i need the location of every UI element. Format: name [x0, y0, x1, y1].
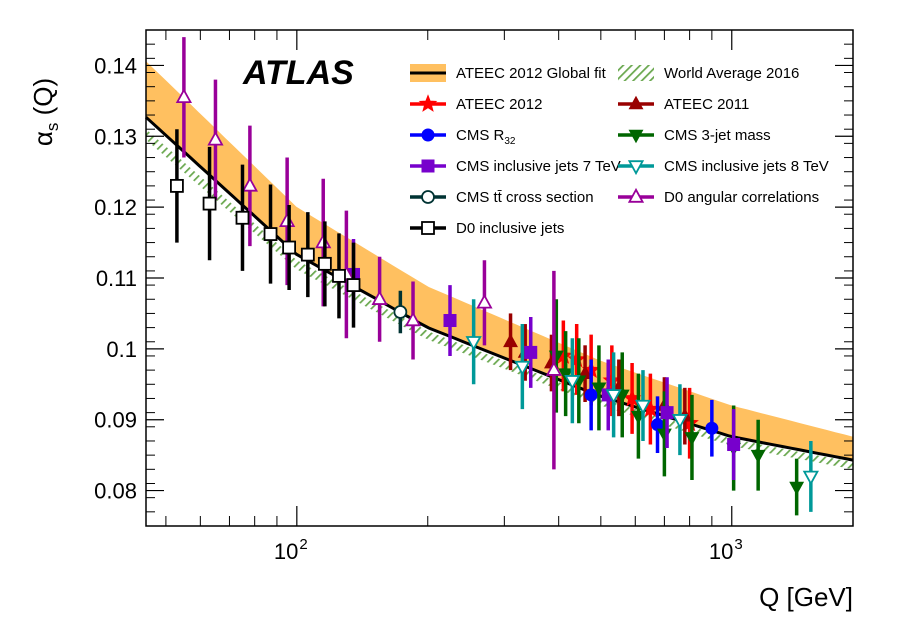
data-point [443, 314, 457, 328]
series-7 [175, 37, 563, 470]
legend-entry: CMS inclusive jets 8 TeV [618, 158, 829, 176]
series-layer [170, 37, 819, 516]
data-point [750, 449, 766, 464]
legend-label: D0 inclusive jets [456, 220, 564, 237]
data-point [558, 368, 574, 382]
legend-marker [627, 187, 645, 203]
data-point [524, 345, 538, 359]
data-point [727, 438, 741, 452]
data-point [503, 333, 518, 348]
legend-entry: D0 inclusive jets [410, 220, 564, 237]
data-point [584, 388, 598, 402]
y-tick-label: 0.08 [94, 479, 137, 504]
x-tick-exponent: 2 [299, 536, 307, 553]
legend-entry: D0 angular correlations [618, 187, 819, 206]
data-point [263, 227, 278, 241]
legend-label: ATEEC 2012 [456, 96, 542, 113]
legend-label: CMS tt̄ cross section [456, 189, 594, 206]
legend-entry: CMS tt̄ cross section [410, 189, 594, 206]
series-6 [393, 290, 408, 334]
legend-label: CMS 3-jet mass [664, 127, 771, 144]
y-title-alpha: α [28, 131, 58, 146]
data-point [202, 196, 217, 211]
legend-entry: ATEEC 2012 [410, 94, 542, 113]
data-point [175, 88, 193, 104]
legend-label: D0 angular correlations [664, 189, 819, 206]
data-point [656, 428, 672, 443]
data-point [671, 414, 689, 429]
data-point [282, 240, 297, 255]
legend-label: CMS inclusive jets 7 TeV [456, 158, 621, 175]
fit-uncertainty-band [146, 61, 853, 461]
legend-entry: CMS R32 [410, 127, 516, 147]
legend-subscript: 32 [504, 136, 516, 147]
legend: ATEEC 2012 Global fit World Average 2016 A… [410, 64, 829, 237]
data-point [605, 389, 622, 404]
experiment-label: ATLAS [242, 54, 354, 92]
legend-label: ATEEC 2012 Global fit [456, 65, 607, 82]
x-tick-label: 103 [709, 536, 743, 564]
data-point [235, 210, 250, 225]
legend-entry: ATEEC 2012 Global fit [410, 64, 607, 82]
data-point [684, 432, 700, 446]
data-point [789, 481, 805, 496]
legend-entry: World Average 2016 [618, 65, 799, 82]
legend-entry: CMS 3-jet mass [618, 127, 771, 144]
data-point [476, 293, 493, 309]
legend-marker [418, 94, 438, 112]
data-point [393, 305, 408, 319]
series-2 [584, 359, 719, 457]
data-point [514, 360, 531, 376]
data-point [317, 256, 332, 271]
legend-label: CMS R32 [456, 127, 516, 147]
legend-entry: ATEEC 2011 [618, 95, 749, 113]
data-point [545, 361, 563, 376]
y-tick-label: 0.13 [94, 124, 137, 149]
legend-marker [421, 190, 435, 204]
y-tick-label: 0.09 [94, 408, 137, 433]
y-tick-label: 0.11 [96, 266, 137, 291]
series-8 [170, 129, 361, 328]
data-point [564, 375, 581, 390]
legend-marker [421, 128, 435, 142]
series-5 [465, 299, 819, 512]
y-title-subscript: s [43, 123, 62, 132]
data-point [660, 406, 674, 420]
data-point [300, 247, 315, 262]
data-point [332, 268, 346, 283]
legend-label: World Average 2016 [664, 65, 799, 82]
data-point [207, 130, 224, 146]
y-tick-label: 0.1 [106, 337, 137, 362]
legend-label: CMS inclusive jets 8 TeV [664, 158, 829, 175]
x-tick-label: 102 [274, 536, 308, 564]
legend-label: ATEEC 2011 [664, 96, 749, 113]
legend-hatch-swatch [618, 65, 654, 81]
data-point [241, 176, 259, 192]
data-point [634, 399, 652, 415]
x-tick-exponent: 3 [734, 536, 742, 553]
data-point [465, 336, 482, 351]
x-axis-title: Q [GeV] [759, 582, 853, 612]
y-tick-label: 0.12 [94, 195, 137, 220]
y-axis-title: αs (Q) [28, 78, 62, 146]
legend-marker [421, 221, 435, 235]
legend-marker [421, 159, 435, 173]
data-point [404, 311, 422, 327]
y-title-rest: (Q) [28, 78, 58, 123]
legend-marker [627, 160, 645, 176]
data-point [705, 421, 719, 435]
legend-marker [628, 129, 644, 144]
legend-entry: CMS inclusive jets 7 TeV [410, 158, 621, 175]
data-point [346, 278, 361, 292]
band-layer [144, 61, 854, 470]
y-tick-label: 0.14 [94, 53, 137, 78]
data-point [170, 178, 184, 193]
data-point [802, 470, 819, 486]
data-point [371, 290, 388, 305]
legend-marker [628, 95, 644, 110]
